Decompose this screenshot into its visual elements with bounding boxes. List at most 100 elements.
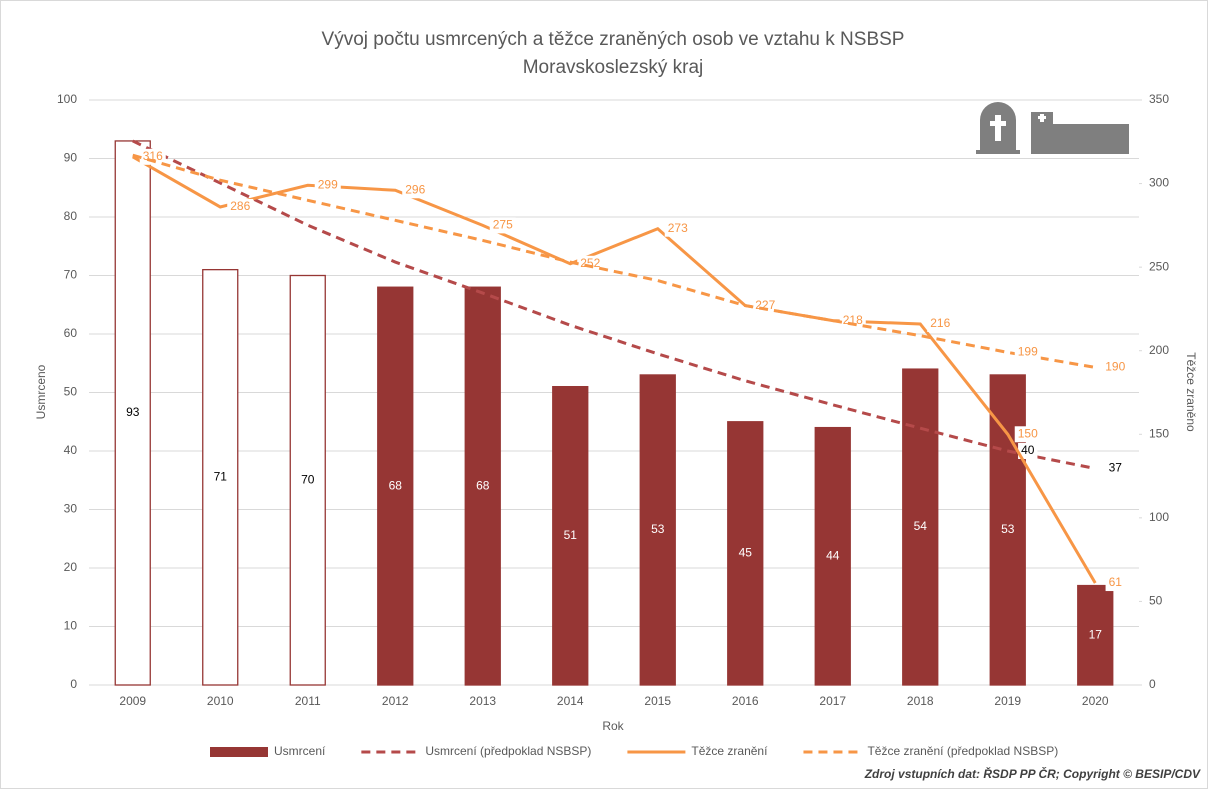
bar-label: 53 [1001, 522, 1015, 536]
data-label-bg [1102, 359, 1129, 376]
data-label-bg [227, 198, 254, 215]
y-tick-label: 30 [64, 502, 78, 516]
x-tick-label: 2013 [469, 694, 496, 708]
cross-h [990, 121, 1006, 126]
bar-label: 70 [301, 472, 315, 486]
y-tick-label: 10 [64, 619, 78, 633]
bar [202, 268, 239, 686]
bar-label: 44 [826, 548, 840, 562]
data-label-bg [1018, 443, 1038, 459]
y-tick-label: 60 [64, 326, 78, 340]
data-label: 37 [1109, 461, 1123, 475]
data-label-bg [1105, 460, 1125, 477]
data-label: 150 [1018, 426, 1038, 440]
data-label-bg [314, 177, 341, 194]
y-tick-label: 0 [70, 677, 77, 691]
data-label-bg [1014, 426, 1041, 443]
icons [976, 102, 1129, 154]
bar-label: 45 [739, 546, 753, 560]
y-axis-label: Usmrceno [34, 364, 48, 419]
y-tick-label: 100 [57, 92, 77, 106]
y2-axis-label: Těžce zraněno [1184, 352, 1198, 432]
x-tick-label: 2020 [1082, 694, 1109, 708]
data-label: 61 [1109, 575, 1123, 589]
x-tick-label: 2015 [644, 694, 671, 708]
y-tick-label: 50 [64, 385, 78, 399]
data-label: 199 [1018, 345, 1038, 359]
data-label-bg [664, 220, 691, 237]
data-label: 275 [493, 218, 513, 232]
bar [464, 286, 501, 686]
hospital-cross-v [1040, 114, 1044, 122]
x-tick-label: 2011 [295, 694, 321, 708]
bar-label: 68 [476, 478, 490, 492]
legend-label: Usmrcení (předpoklad NSBSP) [425, 744, 591, 758]
chart-subtitle: Moravskoslezský kraj [523, 57, 704, 78]
data-label-bg [1014, 344, 1041, 361]
data-label-bg [1105, 575, 1125, 592]
x-tick-label: 2009 [119, 694, 146, 708]
y-tick-label: 80 [64, 209, 78, 223]
x-tick-label: 2016 [732, 694, 759, 708]
data-label-bg [402, 182, 429, 199]
legend-label: Těžce zranění (předpoklad NSBSP) [867, 744, 1058, 758]
y-tick-label: 20 [64, 560, 78, 574]
data-label: 40 [1021, 443, 1035, 457]
y2-tick-label: 0 [1149, 677, 1156, 691]
hospital-wing [1053, 124, 1129, 154]
y2-tick-label: 150 [1149, 426, 1169, 440]
y2-tick-label: 300 [1149, 176, 1169, 190]
bar [289, 274, 326, 686]
line [132, 153, 1096, 369]
bar-label: 93 [126, 405, 140, 419]
bar [814, 426, 851, 686]
x-tick-label: 2018 [907, 694, 934, 708]
bar [377, 286, 414, 686]
y-tick-label: 70 [64, 268, 78, 282]
x-tick-label: 2014 [557, 694, 584, 708]
legend-label: Usmrcení [274, 744, 326, 758]
data-label-bg [577, 255, 604, 272]
cross-v [995, 115, 1001, 141]
y2-tick-label: 250 [1149, 259, 1169, 273]
bar [902, 368, 939, 686]
x-tick-label: 2017 [819, 694, 846, 708]
bar-label: 17 [1089, 627, 1103, 641]
data-label-bg [139, 148, 166, 165]
y2-tick-label: 50 [1149, 594, 1163, 608]
line [132, 155, 1097, 584]
data-label: 216 [930, 316, 950, 330]
y2-tick-label: 350 [1149, 92, 1169, 106]
data-label: 299 [318, 177, 338, 191]
data-label-bg [489, 217, 516, 234]
bar [1077, 584, 1114, 686]
y-tick-label: 40 [64, 443, 78, 457]
x-tick-label: 2019 [994, 694, 1021, 708]
y2-tick-label: 100 [1149, 510, 1169, 524]
bar [639, 374, 676, 686]
y2-tick-label: 200 [1149, 343, 1169, 357]
hospital-icon [1031, 112, 1053, 154]
data-label: 190 [1105, 360, 1125, 374]
x-tick-label: 2010 [207, 694, 234, 708]
y-tick-label: 90 [64, 151, 78, 165]
legend-swatch [210, 747, 268, 757]
bar [552, 385, 589, 686]
bar-label: 51 [564, 528, 578, 542]
data-label-bg [927, 315, 954, 332]
x-tick-label: 2012 [382, 694, 409, 708]
data-label: 273 [668, 221, 688, 235]
bar-label: 54 [914, 519, 928, 533]
chart-title: Vývoj počtu usmrcených a těžce zraněných… [322, 29, 905, 50]
bar [727, 421, 764, 686]
bar-label: 53 [651, 522, 665, 536]
legend-label: Těžce zranění [691, 744, 768, 758]
data-label: 286 [230, 199, 250, 213]
data-label-bg [752, 297, 779, 314]
bar-label: 68 [389, 478, 403, 492]
line [132, 139, 1096, 471]
x-axis-label: Rok [602, 719, 624, 733]
source-note: Zdroj vstupních dat: ŘSDP PP ČR; Copyrig… [864, 766, 1201, 781]
